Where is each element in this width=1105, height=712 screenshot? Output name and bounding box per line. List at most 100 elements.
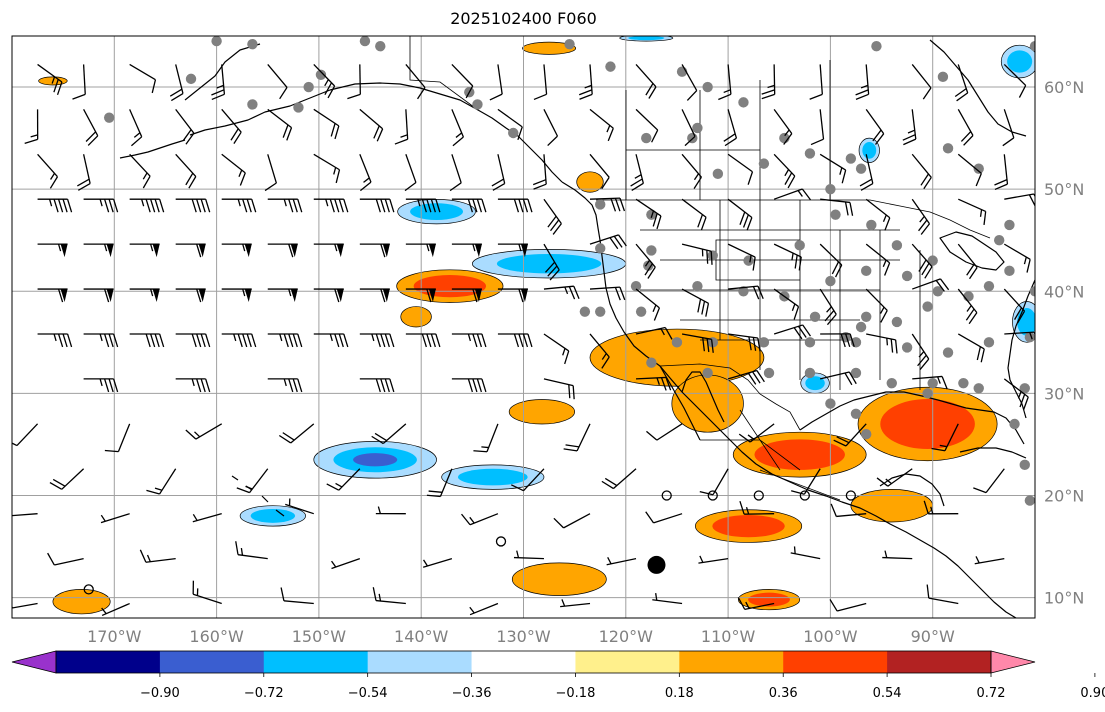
calm-wind-circle <box>753 490 764 501</box>
wind-barb <box>12 601 38 610</box>
wind-barb <box>497 198 533 213</box>
wind-barb <box>973 468 1005 494</box>
wind-barb <box>461 513 499 526</box>
wind-barb <box>635 288 661 321</box>
colorbar-label: −0.90 <box>140 686 180 701</box>
wind-barb <box>405 333 441 348</box>
aleutian-islands <box>119 139 186 159</box>
wind-barb <box>175 333 211 348</box>
wind-barb <box>1003 288 1026 324</box>
wind-barb <box>267 378 303 393</box>
station-dot <box>861 265 872 277</box>
longitude-label: 110°W <box>701 627 756 646</box>
station-dot <box>1009 418 1020 430</box>
wind-barb <box>359 154 372 192</box>
station-dot <box>891 240 903 251</box>
wind-barb <box>175 378 211 393</box>
colorbar-segment <box>367 651 473 673</box>
wind-barb <box>359 243 390 258</box>
wind-barb <box>451 378 487 393</box>
wind-barb <box>175 108 195 145</box>
wind-barb <box>543 109 559 147</box>
wind-barb <box>129 288 160 303</box>
station-dot <box>1019 459 1030 471</box>
station-dot <box>1029 286 1035 297</box>
wind-barb <box>497 288 528 303</box>
colorbar-label: 0.54 <box>873 686 902 701</box>
wind-barb <box>451 288 482 303</box>
wind-barb <box>931 423 959 452</box>
wind-barb <box>497 108 523 140</box>
wind-barb <box>560 599 591 608</box>
station-dot <box>758 337 770 348</box>
station-dot <box>579 306 591 317</box>
wind-barb <box>313 153 341 184</box>
wind-barb <box>129 333 165 348</box>
station-dot <box>641 132 652 144</box>
wind-barb <box>221 288 252 303</box>
station-dot <box>508 127 519 139</box>
positive-anomaly-area <box>671 374 744 433</box>
wind-barb <box>589 286 626 301</box>
wind-barb <box>994 154 1009 191</box>
negative-anomaly-area <box>862 142 877 159</box>
wind-barb <box>926 584 959 605</box>
station-dot <box>993 235 1005 246</box>
map-frame <box>11 35 1036 619</box>
colorbar-segment <box>679 651 784 673</box>
wind-barb <box>630 154 644 191</box>
wind-barb <box>912 278 950 292</box>
wind-barb <box>24 109 39 145</box>
station-dot <box>103 112 115 123</box>
wind-barb <box>139 549 176 563</box>
wind-barb <box>129 198 165 213</box>
wind-barb <box>267 108 293 141</box>
wind-barb <box>681 64 698 101</box>
wind-barb <box>267 64 288 100</box>
station-dot <box>595 199 606 210</box>
station-dot <box>850 367 862 379</box>
map-title: 2025102400 F060 <box>450 9 597 28</box>
station-dot <box>825 275 836 287</box>
wind-barb <box>1003 63 1027 98</box>
wind-barb <box>681 243 713 265</box>
wind-barb <box>313 333 349 348</box>
wind-barb <box>451 109 464 147</box>
wind-barb <box>957 109 974 146</box>
wind-barb <box>646 423 683 441</box>
wind-barb <box>773 188 812 201</box>
wind-barb <box>451 243 482 258</box>
station-dot <box>185 73 197 85</box>
wind-barb <box>681 288 710 317</box>
latitude-labels: 60°N 50°N 40°N 30°N 20°N 10°N <box>1044 78 1084 608</box>
wind-barb <box>902 109 917 146</box>
wind-barb <box>221 243 252 258</box>
positive-anomaly-area <box>576 171 604 193</box>
wind-barb <box>543 243 560 281</box>
wind-barb <box>37 63 63 96</box>
wind-barb <box>1003 243 1031 273</box>
station-dot <box>692 122 703 134</box>
wind-barb <box>513 550 544 560</box>
wind-barb <box>104 423 131 453</box>
wind-barb <box>810 109 825 146</box>
wind-barb <box>405 198 441 213</box>
station-dot <box>712 168 724 180</box>
negative-anomaly-area <box>496 253 602 274</box>
station-dot <box>922 301 933 312</box>
colorbar-label: −0.54 <box>348 686 388 701</box>
negative-anomaly-area <box>410 203 463 220</box>
station-dot <box>983 337 995 348</box>
wind-barb <box>957 243 978 280</box>
station-dot <box>845 153 857 164</box>
calm-wind-circle <box>661 490 672 501</box>
wind-barb <box>635 243 656 279</box>
wind-barb <box>728 333 761 352</box>
station-dot <box>763 367 775 379</box>
positive-anomaly-area <box>754 439 845 470</box>
wind-barb <box>773 153 796 189</box>
station-dot <box>564 38 575 50</box>
station-dot <box>809 311 821 322</box>
station-dot <box>871 41 882 52</box>
